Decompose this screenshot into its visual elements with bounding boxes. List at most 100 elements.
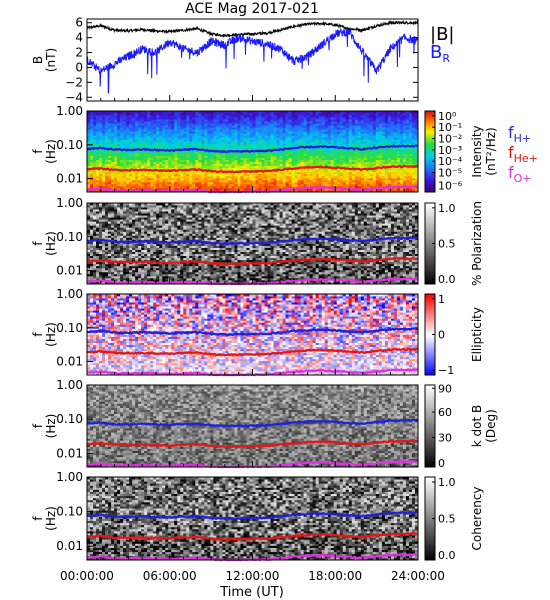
colorbar-tick-label: 0	[438, 329, 445, 342]
y-tick-label: 4	[75, 31, 83, 45]
colorbar-units: (nT²/Hz)	[484, 127, 498, 175]
polarization-panel: 1.00 0.10 0.01 f (Hz)	[31, 196, 419, 286]
gyro-line-f_He	[87, 164, 419, 174]
y-tick-label: −4	[65, 90, 83, 104]
y-tick-label: 0.01	[56, 355, 83, 369]
colorbar-tick-label: 10⁻⁵	[438, 167, 462, 180]
gyro-line-f_H	[87, 236, 419, 246]
x-tick-label: 06:00:00	[143, 569, 197, 583]
legend-fH: fH+	[508, 123, 531, 145]
ellipticity-panel: 1.00 0.10 0.01 f (Hz)	[31, 287, 419, 377]
legend-fHe: fHe+	[508, 143, 538, 165]
y-axis-units: (Hz)	[44, 414, 58, 439]
coherency-panel: 1.00 0.10 0.01 f (Hz)	[31, 470, 419, 562]
colorbar-tick-label: 90	[438, 382, 452, 395]
y-tick-label: 1.00	[56, 196, 83, 210]
colorbar-tick-label: 10⁻⁶	[438, 180, 463, 193]
colorbar-tick-label: 30	[438, 431, 452, 444]
intensity-panel: 1.00 0.10 0.01 f (Hz)	[31, 104, 419, 194]
y-axis-units: (Hz)	[44, 231, 58, 256]
y-axis-label: B	[31, 56, 45, 64]
colorbar-label: Coherency	[470, 486, 484, 550]
coherency-colorbar: 1.0 0.5 0.0 Coherency	[424, 476, 484, 562]
x-tick-label: 18:00:00	[308, 569, 362, 583]
y-axis-units: (nT)	[44, 48, 58, 72]
y-tick-label: 0.10	[56, 321, 83, 335]
colorbar-tick-label: 1	[438, 293, 445, 306]
y-tick-label: 1.00	[56, 470, 83, 484]
colorbar-tick-label: 10⁰	[438, 110, 457, 123]
y-axis-label: f	[31, 149, 45, 154]
legend-b-r-sub: R	[442, 52, 450, 65]
gyro-legend: fH+ fHe+ fO+	[508, 123, 538, 185]
colorbar-label: k dot B	[470, 405, 484, 447]
y-tick-label: 0.01	[56, 264, 83, 278]
y-tick-label: 1.00	[56, 287, 83, 301]
gyro-line-f_He	[86, 256, 419, 266]
y-tick-label: 0.01	[56, 539, 83, 553]
colorbar-label: Intensity	[470, 125, 484, 177]
colorbar-tick-label: 0.5	[438, 238, 456, 251]
kdotb-panel: 1.00 0.10 0.01 f (Hz)	[31, 378, 419, 469]
figure-title: ACE Mag 2017-021	[185, 1, 319, 17]
y-axis-units: (Hz)	[44, 506, 58, 531]
gyro-line-f_H	[86, 144, 419, 154]
y-tick-label: 1.00	[56, 104, 83, 118]
colorbar-tick-label: 1.0	[438, 476, 456, 489]
legend-b-mag: |B|	[430, 24, 454, 45]
y-tick-label: 0.01	[56, 446, 83, 460]
y-tick-label: 0	[75, 60, 83, 74]
x-axis-label: Time (UT)	[219, 585, 284, 600]
x-tick-label: 00:00:00	[60, 569, 114, 583]
b-mag-line	[86, 19, 419, 39]
y-axis-units: (Hz)	[44, 322, 58, 347]
colorbar-tick-label: 10⁻³	[438, 144, 462, 157]
gyro-line-f_H	[86, 418, 419, 428]
y-axis-label: f	[31, 516, 45, 521]
colorbar-tick-label: 10⁻¹	[438, 121, 462, 134]
y-tick-label: 0.10	[56, 138, 83, 152]
x-tick-labels: 00:00:00 06:00:00 12:00:00 18:00:00 24:00:00	[60, 569, 445, 583]
y-tick-label: 0.10	[56, 412, 83, 426]
y-tick-label: 0.10	[56, 230, 83, 244]
colorbar-tick-label: 0.5	[438, 513, 456, 526]
colorbar-label: Ellipticity	[470, 307, 484, 362]
y-axis-label: f	[31, 423, 45, 428]
gyro-line-f_He	[86, 439, 419, 449]
y-tick-label: 1.00	[56, 378, 83, 392]
legend-b-r: BR	[430, 42, 450, 65]
colorbar-tick-label: 10⁻⁴	[438, 155, 463, 168]
y-tick-label: −2	[65, 75, 83, 89]
gyro-line-f_H	[86, 511, 419, 521]
y-axis-label: f	[31, 241, 45, 246]
y-tick-label: 0.10	[56, 505, 83, 519]
gyro-line-f_H	[87, 327, 419, 337]
y-tick-label: 0.01	[56, 172, 83, 186]
kdotb-colorbar: 90 60 30 0 k dot B (Deg)	[424, 382, 498, 470]
y-axis-units: (Hz)	[44, 139, 58, 164]
colorbar-units: (Deg)	[484, 409, 498, 443]
colorbar-tick-label: 1.0	[438, 202, 456, 215]
gyro-line-f_He	[86, 531, 419, 542]
colorbar-tick-label: 60	[438, 406, 452, 419]
colorbar-tick-label: 0.0	[438, 273, 456, 286]
y-tick-label: 6	[75, 16, 83, 30]
legend-b-r-base: B	[430, 42, 442, 63]
x-tick-label: 24:00:00	[391, 569, 445, 583]
colorbar-label: % Polarization	[470, 201, 484, 286]
y-axis-label: f	[31, 332, 45, 337]
legend-fO: fO+	[508, 163, 532, 185]
colorbar-tick-label: −1	[438, 364, 454, 377]
polarization-colorbar: 1.0 0.5 0.0 % Polarization	[424, 201, 484, 286]
x-tick-label: 12:00:00	[226, 569, 280, 583]
gyro-line-f_He	[86, 347, 419, 357]
colorbar-tick-label: 0	[438, 457, 445, 470]
colorbar-tick-label: 10⁻²	[438, 133, 462, 146]
ellipticity-colorbar: 1 0 −1 Ellipticity	[424, 293, 484, 377]
b-r-line	[86, 27, 419, 94]
colorbar-tick-label: 0.0	[438, 549, 456, 562]
